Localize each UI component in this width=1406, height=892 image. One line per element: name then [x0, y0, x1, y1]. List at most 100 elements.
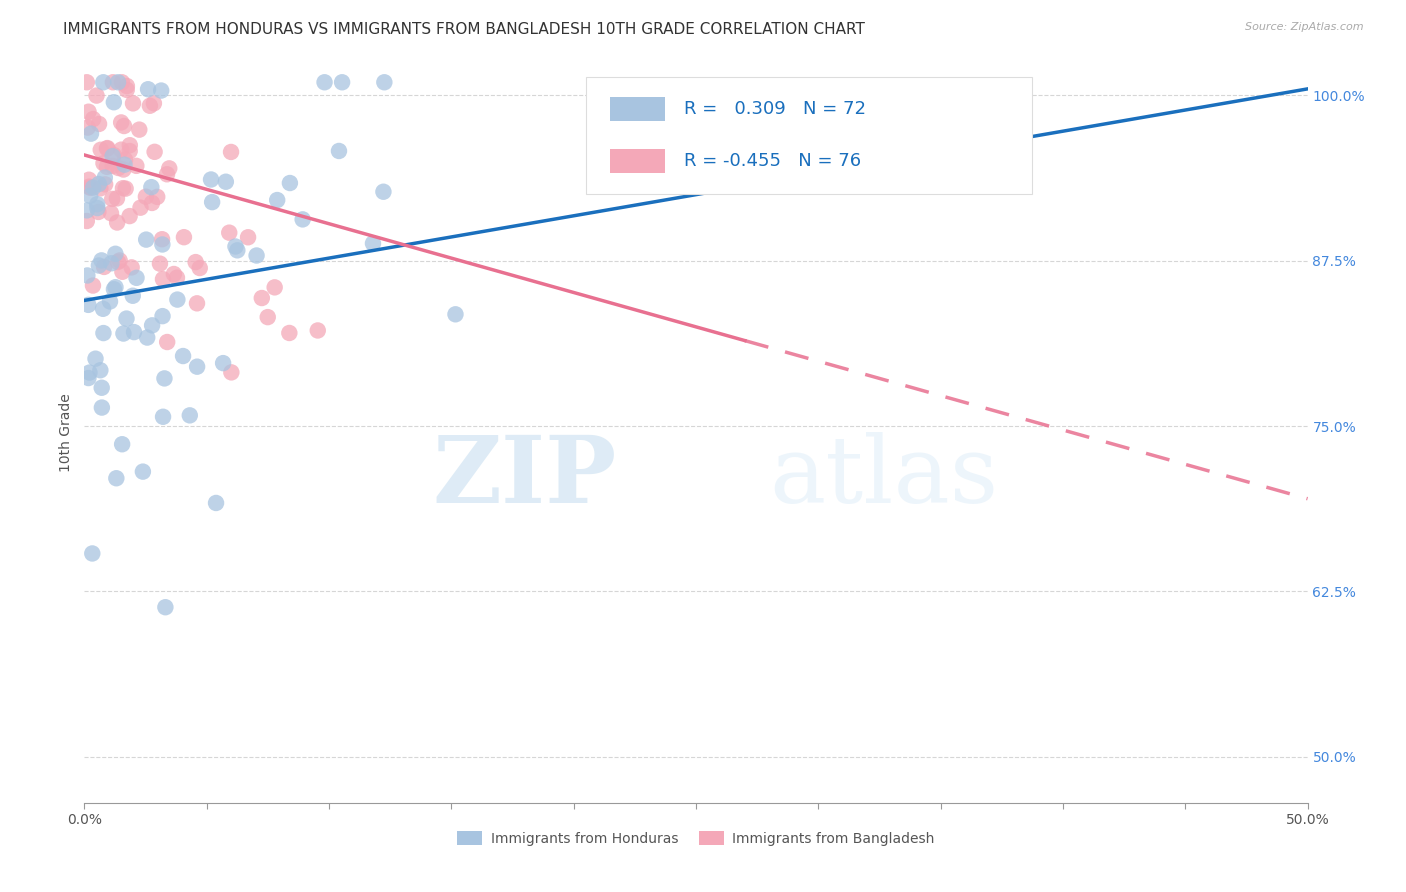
Point	[307, 323, 329, 337]
Point	[118, 138, 141, 153]
Point	[76, 214, 98, 228]
Point	[79, 181, 101, 195]
Point	[86, 88, 108, 103]
Point	[291, 212, 314, 227]
Point	[80, 127, 103, 141]
Point	[86, 197, 108, 211]
Point	[221, 365, 243, 379]
Point	[98, 294, 121, 309]
Point	[76, 203, 98, 218]
Point	[156, 334, 179, 349]
Point	[188, 260, 211, 275]
Point	[79, 188, 101, 202]
Point	[79, 366, 101, 380]
Point	[110, 115, 132, 129]
Point	[139, 99, 162, 113]
Point	[93, 156, 115, 170]
Point	[111, 265, 134, 279]
Point	[361, 236, 384, 251]
Y-axis label: 10th Grade: 10th Grade	[59, 393, 73, 472]
Point	[112, 326, 135, 341]
Point	[89, 363, 111, 377]
Point	[96, 160, 118, 174]
Point	[93, 260, 115, 274]
Point	[125, 159, 148, 173]
Point	[100, 206, 122, 220]
Point	[105, 191, 128, 205]
Point	[77, 104, 100, 119]
Point	[141, 318, 163, 333]
Point	[173, 230, 195, 244]
Point	[141, 196, 163, 211]
Point	[91, 301, 114, 316]
Point	[96, 141, 118, 155]
Text: R = -0.455   N = 76: R = -0.455 N = 76	[683, 152, 860, 169]
Point	[125, 270, 148, 285]
Point	[224, 239, 246, 253]
Point	[82, 112, 104, 126]
Point	[156, 167, 179, 181]
Point	[112, 119, 135, 133]
Point	[226, 244, 249, 258]
Point	[132, 465, 155, 479]
Point	[108, 253, 131, 268]
Point	[330, 75, 353, 89]
Point	[163, 267, 186, 281]
Point	[121, 289, 143, 303]
Point	[93, 326, 115, 340]
Point	[152, 272, 174, 286]
Point	[87, 259, 110, 273]
Point	[136, 330, 159, 344]
Point	[112, 162, 135, 177]
Point	[76, 75, 98, 89]
Point	[201, 195, 224, 210]
Point	[89, 181, 111, 195]
Point	[122, 325, 145, 339]
Point	[245, 248, 267, 262]
Point	[87, 177, 110, 191]
Point	[86, 201, 108, 215]
Point	[122, 96, 145, 111]
Point	[114, 158, 136, 172]
Point	[150, 232, 173, 246]
Point	[94, 170, 117, 185]
Point	[77, 179, 100, 194]
Point	[266, 193, 288, 207]
Point	[118, 144, 141, 158]
Point	[87, 117, 110, 131]
Point	[77, 371, 100, 385]
Point	[155, 600, 177, 615]
Text: IMMIGRANTS FROM HONDURAS VS IMMIGRANTS FROM BANGLADESH 10TH GRADE CORRELATION CH: IMMIGRANTS FROM HONDURAS VS IMMIGRANTS F…	[63, 22, 865, 37]
Point	[129, 201, 152, 215]
Point	[184, 255, 207, 269]
Point	[150, 237, 173, 252]
Point	[76, 268, 98, 283]
Point	[141, 180, 163, 194]
Point	[84, 351, 107, 366]
Point	[114, 153, 136, 167]
Text: atlas: atlas	[769, 432, 998, 522]
Point	[103, 148, 125, 162]
Point	[111, 437, 134, 451]
Point	[87, 205, 110, 219]
FancyBboxPatch shape	[586, 78, 1032, 194]
Text: ZIP: ZIP	[432, 432, 616, 522]
Point	[149, 257, 172, 271]
Point	[143, 145, 166, 159]
Point	[103, 282, 125, 296]
Point	[104, 247, 127, 261]
Point	[150, 84, 173, 98]
Point	[105, 215, 128, 229]
Point	[278, 176, 301, 190]
Point	[94, 178, 117, 192]
Point	[104, 280, 127, 294]
Point	[135, 189, 157, 203]
Point	[101, 192, 124, 206]
Point	[90, 143, 112, 157]
Point	[82, 278, 104, 293]
Point	[105, 471, 128, 485]
Point	[215, 175, 238, 189]
Point	[153, 371, 176, 385]
Point	[157, 161, 180, 176]
Point	[136, 82, 159, 96]
